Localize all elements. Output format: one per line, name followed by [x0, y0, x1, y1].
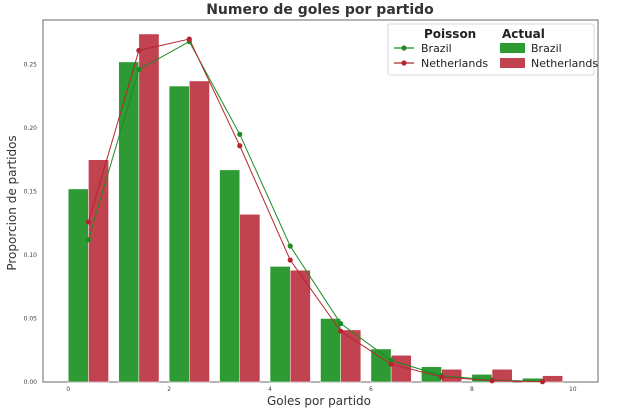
legend: Poisson Actual Brazil Netherlands Brazil Ne… — [387, 23, 598, 76]
y-tick-label-3: 0.15 — [24, 188, 38, 195]
bar-actual-netherlands-4 — [289, 269, 311, 383]
y-tick-label-1: 0.05 — [24, 315, 38, 322]
point-poisson-brazil-0 — [85, 237, 92, 243]
legend-header-actual: Actual — [502, 27, 545, 41]
point-poisson-netherlands-5 — [338, 328, 344, 334]
x-tick-label-0: 0 — [66, 386, 70, 393]
point-poisson-brazil-5 — [338, 320, 344, 327]
x-axis-label: Goles por partido — [267, 394, 371, 408]
line-poisson-brazil — [87, 40, 543, 382]
bar-actual-netherlands-0 — [88, 159, 109, 383]
legend-label-actual-brazil: Brazil — [531, 42, 562, 55]
legend-swatch-actual-brazil — [500, 43, 525, 53]
x-tick-label-2: 2 — [167, 386, 171, 393]
point-poisson-netherlands-0 — [85, 219, 92, 225]
bar-actual-brazil-4 — [269, 266, 291, 383]
x-tick-label-8: 8 — [470, 386, 474, 393]
bar-actual-brazil-6 — [370, 348, 392, 383]
point-poisson-brazil-4 — [287, 243, 293, 249]
point-poisson-netherlands-7 — [438, 374, 445, 380]
legend-label-actual-netherlands: Netherlands — [531, 57, 598, 70]
x-tick-label-4: 4 — [268, 386, 272, 393]
bar-actual-brazil-3 — [219, 169, 241, 383]
y-axis-label: Proporcion de partidos — [5, 135, 19, 270]
point-poisson-netherlands-8 — [489, 378, 495, 384]
bar-actual-brazil-0 — [67, 188, 89, 383]
point-poisson-brazil-6 — [388, 357, 394, 364]
bar-actual-netherlands-3 — [239, 214, 261, 383]
chart-title: Numero de goles por partido — [206, 2, 434, 18]
bar-actual-netherlands-8 — [491, 369, 513, 383]
point-poisson-netherlands-2 — [186, 36, 192, 42]
legend-box — [387, 23, 595, 76]
y-tick-label-5: 0.25 — [24, 61, 38, 68]
bar-actual-brazil-2 — [168, 85, 190, 383]
legend-swatch-actual-netherlands — [500, 58, 525, 68]
point-poisson-brazil-1 — [136, 66, 142, 73]
bar-actual-netherlands-1 — [138, 33, 160, 383]
point-poisson-brazil-3 — [237, 131, 243, 137]
y-tick-label-4: 0.20 — [24, 125, 38, 132]
point-poisson-netherlands-4 — [287, 257, 293, 263]
bar-actual-netherlands-9 — [542, 375, 563, 383]
point-poisson-netherlands-6 — [388, 361, 394, 367]
bar-actual-netherlands-2 — [189, 80, 210, 383]
legend-label-poisson-netherlands: Netherlands — [421, 57, 488, 70]
legend-marker-poisson-netherlands — [401, 60, 407, 66]
legend-label-poisson-brazil: Brazil — [421, 42, 452, 55]
bar-actual-netherlands-5 — [340, 329, 362, 383]
x-tick-label-10: 10 — [569, 386, 577, 393]
bar-actual-brazil-5 — [320, 318, 341, 383]
line-poisson-netherlands — [87, 38, 543, 383]
x-tick-label-6: 6 — [369, 386, 373, 393]
legend-marker-poisson-brazil — [401, 45, 407, 51]
point-poisson-netherlands-1 — [136, 47, 142, 54]
point-poisson-netherlands-9 — [539, 379, 546, 385]
legend-header-poisson: Poisson — [424, 27, 476, 41]
point-poisson-netherlands-3 — [237, 143, 243, 149]
y-tick-label-2: 0.10 — [24, 252, 38, 259]
y-tick-label-0: 0.00 — [24, 379, 38, 386]
